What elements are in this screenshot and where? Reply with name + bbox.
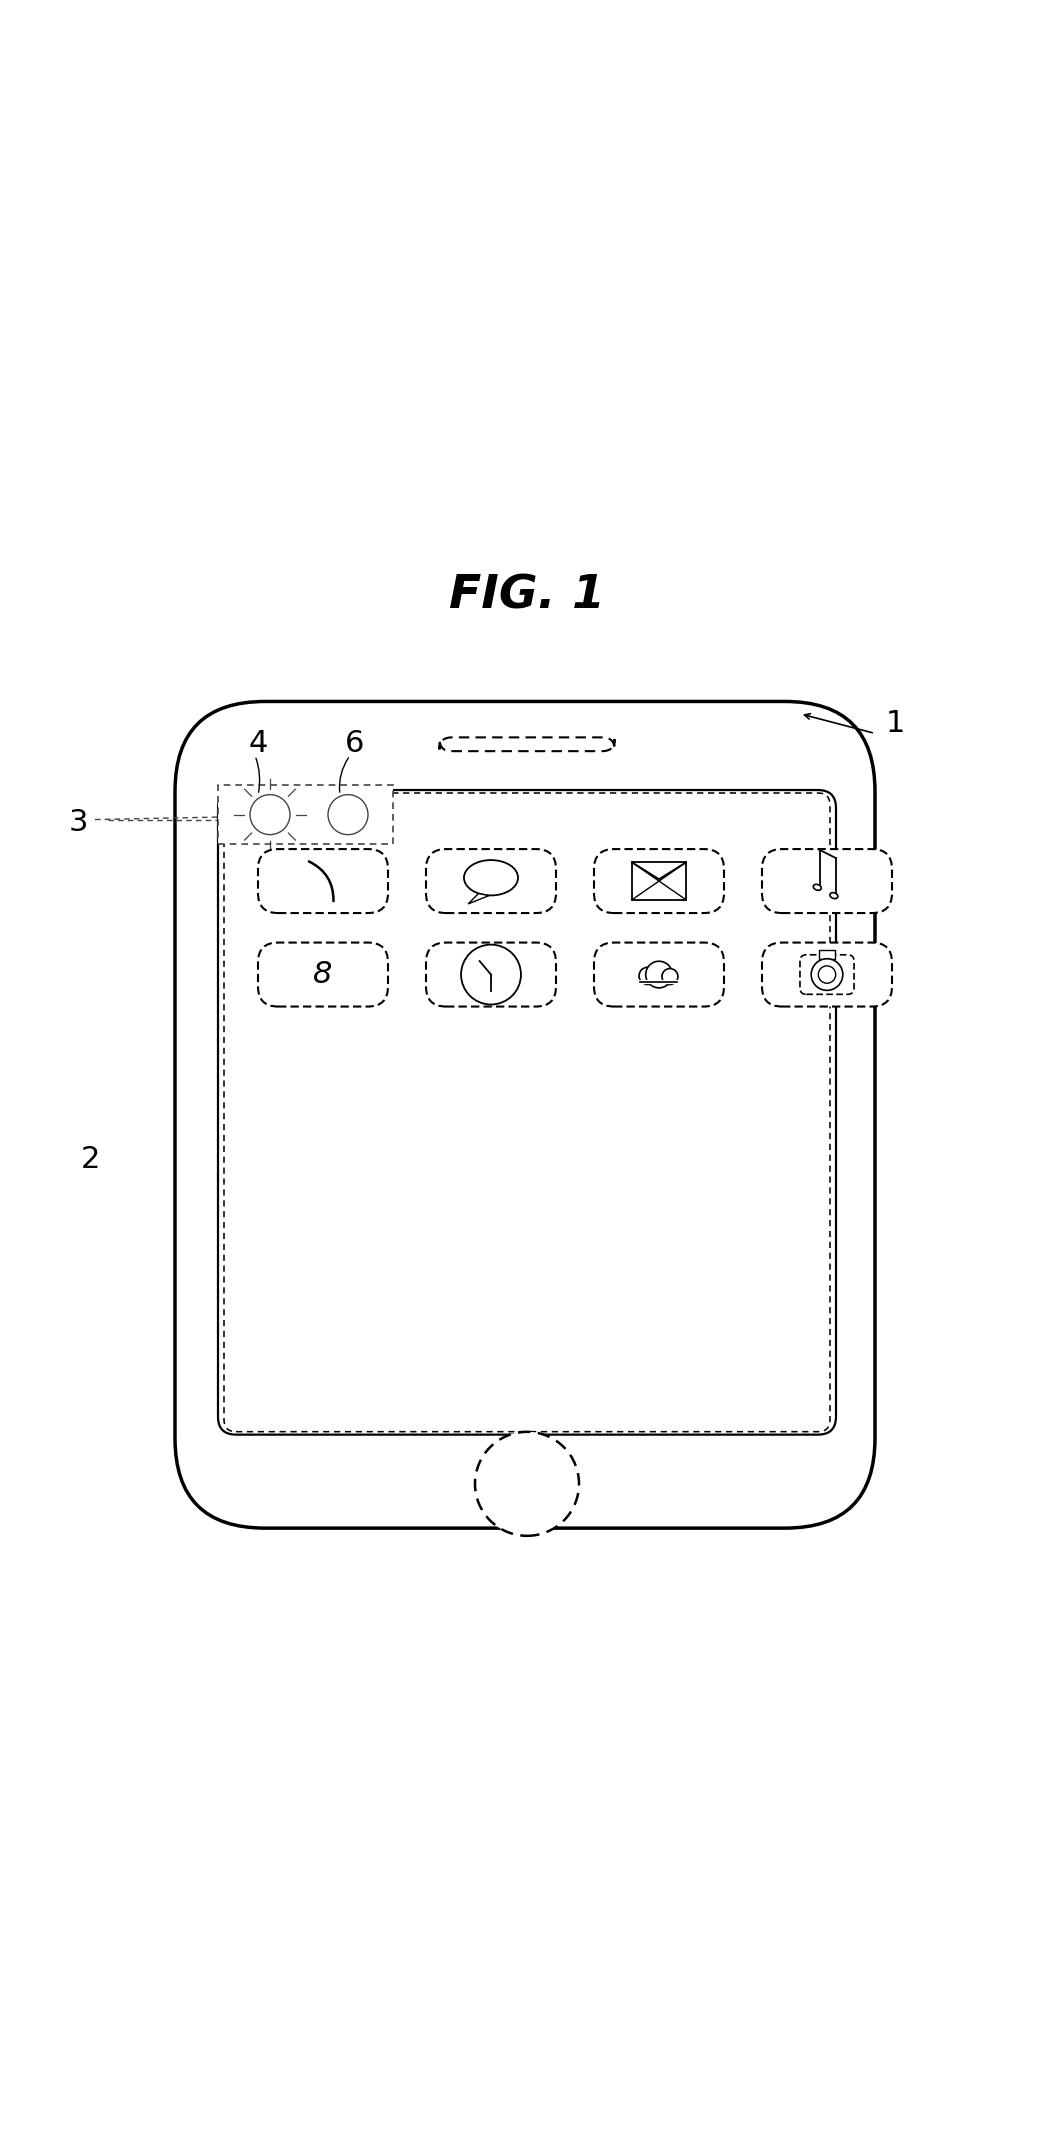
Ellipse shape xyxy=(829,893,838,900)
FancyBboxPatch shape xyxy=(175,700,875,1527)
Circle shape xyxy=(662,968,678,985)
Bar xyxy=(819,951,835,960)
Ellipse shape xyxy=(814,885,821,891)
Bar xyxy=(218,786,393,844)
FancyBboxPatch shape xyxy=(426,848,557,912)
Text: 2: 2 xyxy=(80,1144,100,1174)
Circle shape xyxy=(818,966,836,983)
Text: 4: 4 xyxy=(249,728,268,758)
FancyBboxPatch shape xyxy=(594,848,724,912)
Ellipse shape xyxy=(464,861,518,895)
Text: 8: 8 xyxy=(313,960,333,990)
Circle shape xyxy=(646,962,672,987)
FancyBboxPatch shape xyxy=(426,942,557,1007)
FancyBboxPatch shape xyxy=(258,848,388,912)
Circle shape xyxy=(328,795,368,835)
Text: FIG. 1: FIG. 1 xyxy=(449,574,605,619)
Text: 1: 1 xyxy=(885,709,904,739)
FancyBboxPatch shape xyxy=(800,955,854,994)
FancyBboxPatch shape xyxy=(594,942,724,1007)
FancyBboxPatch shape xyxy=(258,942,388,1007)
Circle shape xyxy=(461,945,521,1005)
FancyBboxPatch shape xyxy=(762,848,892,912)
Circle shape xyxy=(475,1431,579,1536)
Text: 6: 6 xyxy=(346,728,365,758)
Bar xyxy=(632,863,686,900)
Circle shape xyxy=(812,960,843,990)
Text: 3: 3 xyxy=(69,808,87,838)
Circle shape xyxy=(639,968,657,985)
Polygon shape xyxy=(468,893,489,904)
FancyBboxPatch shape xyxy=(440,737,614,752)
Circle shape xyxy=(250,795,290,835)
FancyBboxPatch shape xyxy=(218,790,836,1435)
FancyBboxPatch shape xyxy=(762,942,892,1007)
